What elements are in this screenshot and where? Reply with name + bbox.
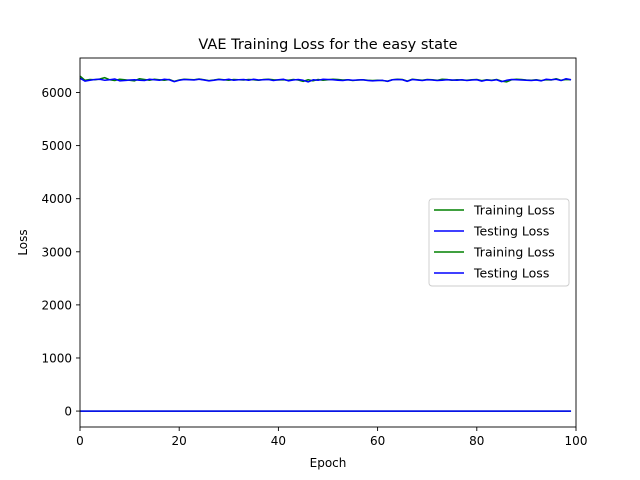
- legend-label: Testing Loss: [473, 266, 549, 281]
- chart-title: VAE Training Loss for the easy state: [198, 37, 457, 53]
- legend: Training Loss Testing Loss Training Loss Te…: [428, 198, 570, 287]
- y-tick-label: 2000: [41, 298, 72, 312]
- x-tick-label: 40: [271, 434, 286, 448]
- y-tick-label: 3000: [41, 245, 72, 259]
- x-axis-ticks: 0 20 40 60 80 100: [76, 427, 587, 448]
- series-layer: [79, 75, 572, 412]
- x-tick-label: 80: [469, 434, 484, 448]
- series-line-2: [79, 77, 572, 83]
- x-tick-label: 20: [172, 434, 187, 448]
- y-axis-label: Loss: [16, 229, 30, 255]
- y-tick-label: 5000: [41, 139, 72, 153]
- legend-label: Training Loss: [473, 203, 555, 218]
- y-tick-label: 0: [64, 405, 72, 419]
- legend-label: Testing Loss: [473, 224, 549, 239]
- x-tick-label: 100: [565, 434, 588, 448]
- y-tick-label: 4000: [41, 192, 72, 206]
- x-axis-label: Epoch: [310, 456, 347, 470]
- y-axis-ticks: 0 1000 2000 3000 4000 5000 6000: [41, 86, 80, 419]
- x-tick-label: 60: [370, 434, 385, 448]
- legend-box: [428, 198, 570, 287]
- plot-frame: [79, 57, 577, 428]
- y-tick-label: 6000: [41, 86, 72, 100]
- legend-label: Training Loss: [473, 245, 555, 260]
- y-tick-label: 1000: [41, 351, 72, 365]
- x-tick-label: 0: [76, 434, 84, 448]
